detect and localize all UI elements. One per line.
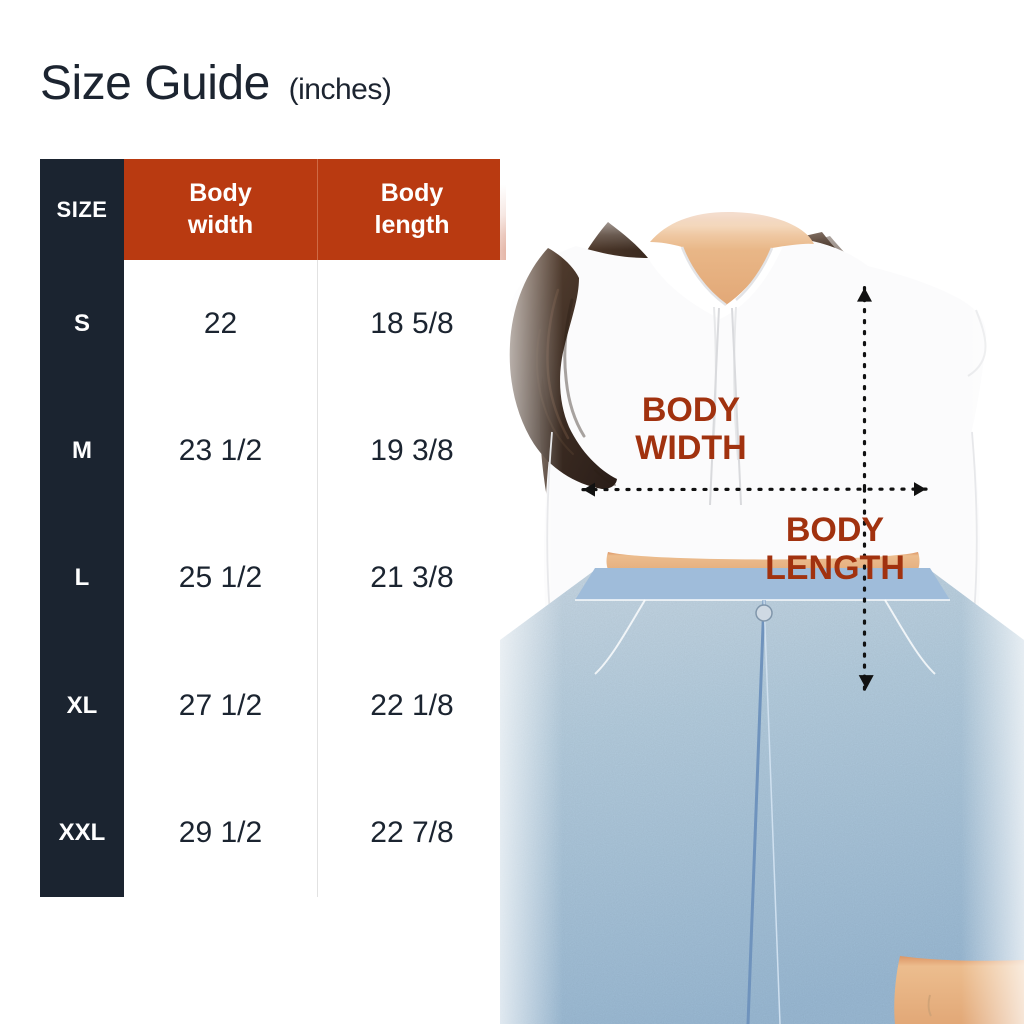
svg-text:BODY: BODY	[786, 511, 885, 549]
svg-text:LENGTH: LENGTH	[765, 549, 905, 587]
svg-text:BODY: BODY	[642, 391, 741, 429]
svg-text:WIDTH: WIDTH	[635, 429, 746, 467]
